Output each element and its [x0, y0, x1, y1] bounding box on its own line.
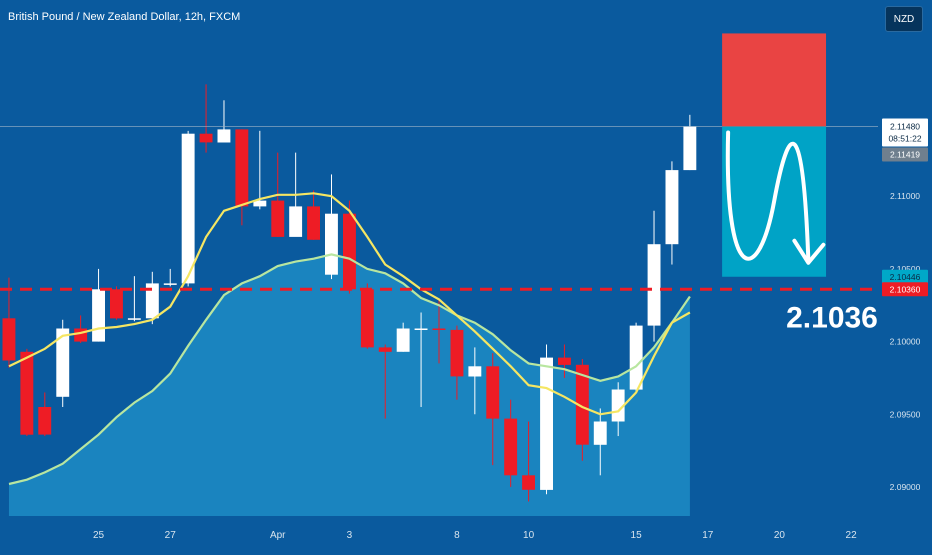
candle-body[interactable]	[128, 318, 141, 320]
candle-body[interactable]	[307, 206, 320, 239]
candle-body[interactable]	[683, 127, 696, 171]
candle-body[interactable]	[468, 366, 481, 376]
candle-body[interactable]	[289, 206, 302, 237]
candle-body[interactable]	[343, 214, 356, 290]
candle-body[interactable]	[594, 422, 607, 445]
candle-body[interactable]	[397, 329, 410, 352]
candle-body[interactable]	[522, 475, 535, 490]
candle-body[interactable]	[235, 129, 248, 206]
candle-body[interactable]	[325, 214, 338, 275]
support-price-label: 2.10360	[890, 284, 921, 294]
x-tick-label: 3	[347, 530, 353, 541]
currency-button[interactable]: NZD	[885, 6, 923, 32]
current-price-label: 2.11480	[890, 121, 920, 131]
x-tick-label: 17	[702, 530, 714, 541]
candle-body[interactable]	[379, 347, 392, 351]
candle-body[interactable]	[182, 134, 195, 284]
target-price-label: 2.10446	[890, 272, 921, 282]
price-annotation: 2.1036	[786, 301, 878, 334]
candle-body[interactable]	[218, 129, 231, 142]
y-tick-label: 2.09500	[890, 409, 921, 419]
x-tick-label: 25	[93, 530, 105, 541]
candle-body[interactable]	[486, 366, 499, 418]
candle-body[interactable]	[504, 419, 517, 476]
y-tick-label: 2.09000	[890, 482, 921, 492]
candle-body[interactable]	[271, 201, 284, 237]
x-tick-label: 10	[523, 530, 535, 541]
x-tick-label: 8	[454, 530, 460, 541]
candle-body[interactable]	[3, 318, 16, 360]
candle-body[interactable]	[540, 358, 553, 490]
candle-body[interactable]	[630, 326, 643, 390]
mid-price-label: 2.11419	[890, 149, 920, 159]
candle-body[interactable]	[361, 289, 374, 347]
candle-body[interactable]	[648, 244, 661, 325]
candle-body[interactable]	[92, 289, 105, 341]
candle-body[interactable]	[200, 134, 213, 143]
candle-body[interactable]	[164, 283, 177, 285]
stop-loss-zone[interactable]	[722, 33, 826, 126]
candle-body[interactable]	[110, 289, 123, 318]
candle-body[interactable]	[451, 330, 464, 377]
x-tick-label: 27	[165, 530, 177, 541]
candle-body[interactable]	[433, 329, 446, 331]
x-tick-label: Apr	[270, 530, 286, 541]
symbol-title: British Pound / New Zealand Dollar, 12h,…	[8, 11, 240, 23]
x-tick-label: 15	[631, 530, 643, 541]
y-tick-label: 2.11000	[890, 191, 920, 201]
candle-body[interactable]	[38, 407, 51, 435]
y-tick-label: 2.10000	[890, 337, 921, 347]
candle-body[interactable]	[74, 329, 87, 342]
candle-body[interactable]	[415, 329, 428, 331]
x-tick-label: 22	[846, 530, 858, 541]
candle-body[interactable]	[666, 170, 679, 244]
candle-body[interactable]	[20, 352, 33, 435]
x-tick-label: 20	[774, 530, 786, 541]
candle-body[interactable]	[558, 358, 571, 365]
countdown-label: 08:51:22	[888, 133, 921, 143]
